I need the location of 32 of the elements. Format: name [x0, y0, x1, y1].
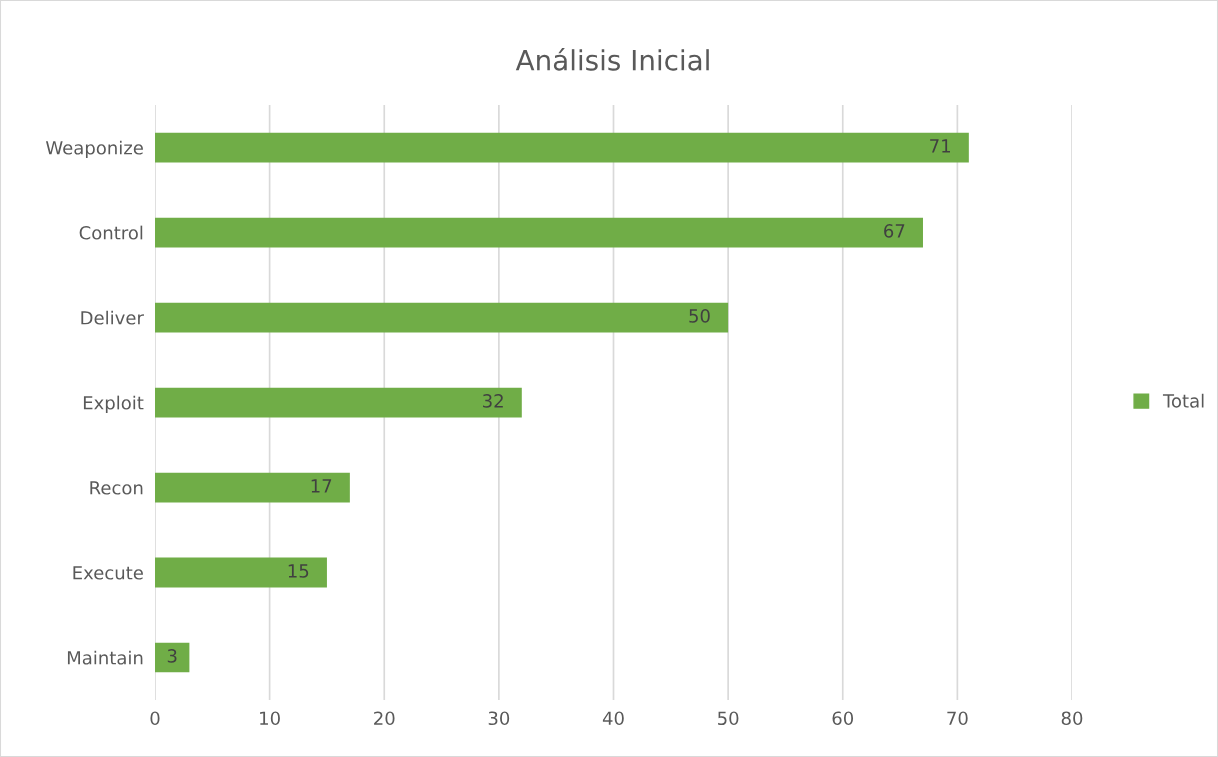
- x-tick-label: 30: [488, 711, 510, 726]
- bar: [155, 387, 522, 418]
- legend-label: Total: [1162, 393, 1204, 408]
- x-tick-label: 80: [1061, 711, 1083, 726]
- x-tick-label: 20: [374, 711, 395, 726]
- y-tick-label: Deliver: [81, 310, 144, 325]
- bar: [155, 302, 729, 333]
- data-label: 32: [483, 394, 503, 408]
- x-tick-label: 0: [150, 711, 160, 726]
- x-tick-label: 10: [260, 711, 280, 726]
- y-tick-label: Exploit: [83, 395, 144, 414]
- data-label: 50: [689, 309, 710, 323]
- bar: [155, 642, 190, 673]
- x-tick-label: 60: [832, 711, 854, 726]
- y-tick-label: Weaponize: [45, 140, 143, 159]
- x-tick-label: 40: [602, 711, 624, 726]
- data-label: 15: [288, 564, 309, 578]
- data-label: 3: [167, 649, 177, 663]
- data-label: 71: [930, 139, 950, 153]
- data-label: 17: [311, 479, 332, 493]
- chart-title: Análisis Inicial: [515, 48, 709, 71]
- bar: [155, 132, 969, 163]
- y-tick-label: Recon: [90, 481, 143, 495]
- bar: [155, 472, 350, 503]
- y-tick-label: Maintain: [67, 650, 143, 665]
- x-tick-label: 50: [718, 711, 739, 726]
- bar: [155, 217, 923, 248]
- y-tick-label: Execute: [73, 566, 143, 580]
- bar: [155, 557, 327, 588]
- x-tick-label: 70: [947, 711, 968, 726]
- data-label: 67: [884, 224, 905, 238]
- y-tick-label: Control: [79, 225, 143, 240]
